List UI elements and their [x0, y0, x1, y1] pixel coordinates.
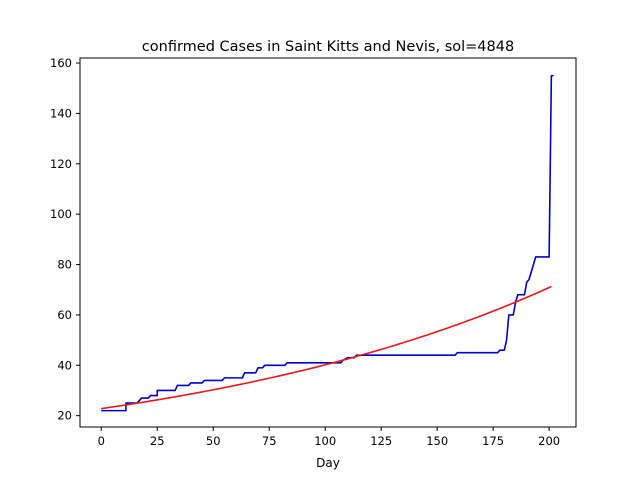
x-tick-label: 100 [314, 434, 336, 448]
y-tick-label: 100 [50, 207, 72, 221]
x-axis-label: Day [316, 456, 340, 470]
x-tick-label: 175 [482, 434, 504, 448]
chart-title: confirmed Cases in Saint Kitts and Nevis… [142, 39, 514, 55]
y-tick-label: 20 [57, 409, 72, 423]
y-tick-label: 160 [50, 56, 72, 70]
x-tick-label: 50 [206, 434, 221, 448]
x-tick-label: 75 [262, 434, 277, 448]
y-tick-label: 80 [57, 258, 72, 272]
series-confirmed-line [101, 74, 554, 412]
x-tick-label: 200 [538, 434, 560, 448]
series-fit-line [101, 285, 552, 410]
y-tick-label: 40 [57, 358, 72, 372]
axes-frame [79, 57, 577, 428]
x-tick-label: 125 [370, 434, 392, 448]
plot-area [101, 74, 554, 412]
y-tick-label: 120 [50, 157, 72, 171]
x-tick-label: 25 [150, 434, 165, 448]
x-axis: 0 25 50 75 100 125 150 175 200 [98, 427, 560, 448]
y-axis: 20 40 60 80 100 120 140 160 [50, 56, 80, 423]
y-tick-label: 140 [50, 106, 72, 120]
x-tick-label: 0 [98, 434, 105, 448]
x-tick-label: 150 [426, 434, 448, 448]
y-tick-label: 60 [57, 308, 72, 322]
